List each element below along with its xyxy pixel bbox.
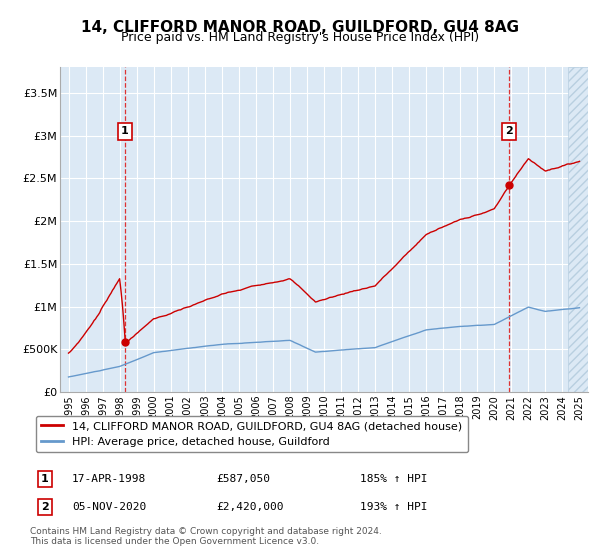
Text: 05-NOV-2020: 05-NOV-2020 (72, 502, 146, 512)
Legend: 14, CLIFFORD MANOR ROAD, GUILDFORD, GU4 8AG (detached house), HPI: Average price: 14, CLIFFORD MANOR ROAD, GUILDFORD, GU4 … (35, 416, 468, 452)
Text: £2,420,000: £2,420,000 (216, 502, 284, 512)
Text: 2: 2 (41, 502, 49, 512)
Text: Contains HM Land Registry data © Crown copyright and database right 2024.
This d: Contains HM Land Registry data © Crown c… (30, 526, 382, 546)
Text: Price paid vs. HM Land Registry's House Price Index (HPI): Price paid vs. HM Land Registry's House … (121, 31, 479, 44)
Text: 185% ↑ HPI: 185% ↑ HPI (360, 474, 427, 484)
Text: 193% ↑ HPI: 193% ↑ HPI (360, 502, 427, 512)
Text: 14, CLIFFORD MANOR ROAD, GUILDFORD, GU4 8AG: 14, CLIFFORD MANOR ROAD, GUILDFORD, GU4 … (81, 20, 519, 35)
Text: 1: 1 (121, 127, 128, 136)
Text: £587,050: £587,050 (216, 474, 270, 484)
Text: 2: 2 (505, 127, 512, 136)
Text: 17-APR-1998: 17-APR-1998 (72, 474, 146, 484)
Text: 1: 1 (41, 474, 49, 484)
Bar (568, 67, 588, 392)
